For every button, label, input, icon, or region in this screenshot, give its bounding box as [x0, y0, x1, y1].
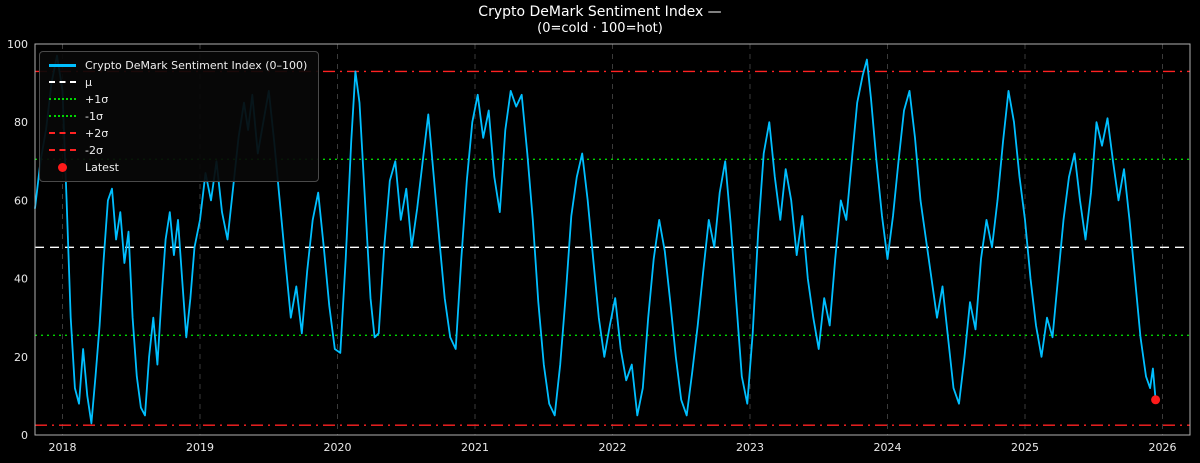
- latest-marker: [1151, 395, 1161, 405]
- plot-frame: [34, 43, 1191, 436]
- legend: Crypto DeMark Sentiment Index (0–100) μ +1…: [39, 51, 320, 182]
- y-tick-label: 80: [14, 116, 28, 129]
- legend-label: +1σ: [85, 92, 109, 106]
- x-tick-label: 2026: [1149, 441, 1177, 454]
- x-tick-label: 2021: [461, 441, 489, 454]
- series-line: [34, 54, 1157, 425]
- y-tick-label: 0: [21, 429, 28, 442]
- legend-item: μ: [49, 75, 307, 89]
- legend-label: -2σ: [85, 143, 103, 157]
- y-tick-label: 20: [14, 351, 28, 364]
- x-tick-label: 2019: [186, 441, 214, 454]
- legend-item: Latest: [49, 160, 307, 174]
- legend-dot-marker: [58, 162, 67, 172]
- x-tick-label: 2022: [599, 441, 627, 454]
- legend-line-marker: [49, 132, 76, 134]
- legend-item: +2σ: [49, 126, 307, 140]
- legend-label: +2σ: [85, 126, 109, 140]
- legend-label: Crypto DeMark Sentiment Index (0–100): [85, 58, 308, 72]
- legend-item: Crypto DeMark Sentiment Index (0–100): [49, 58, 307, 72]
- x-tick-label: 2025: [1011, 441, 1039, 454]
- legend-line-marker: [49, 149, 76, 151]
- legend-label: -1σ: [85, 109, 103, 123]
- x-tick-label: 2020: [324, 441, 352, 454]
- legend-item: -2σ: [49, 143, 307, 157]
- legend-line-marker: [49, 98, 76, 100]
- x-tick-label: 2018: [49, 441, 77, 454]
- legend-item: -1σ: [49, 109, 307, 123]
- legend-line-marker: [49, 63, 76, 67]
- legend-label: μ: [85, 75, 92, 89]
- legend-item: +1σ: [49, 92, 307, 106]
- legend-line-marker: [49, 81, 76, 83]
- legend-label: Latest: [85, 160, 119, 174]
- x-tick-label: 2024: [874, 441, 902, 454]
- y-tick-label: 40: [14, 273, 28, 286]
- x-tick-label: 2023: [736, 441, 764, 454]
- y-tick-label: 100: [7, 38, 28, 51]
- y-tick-label: 60: [14, 194, 28, 207]
- legend-line-marker: [49, 115, 76, 117]
